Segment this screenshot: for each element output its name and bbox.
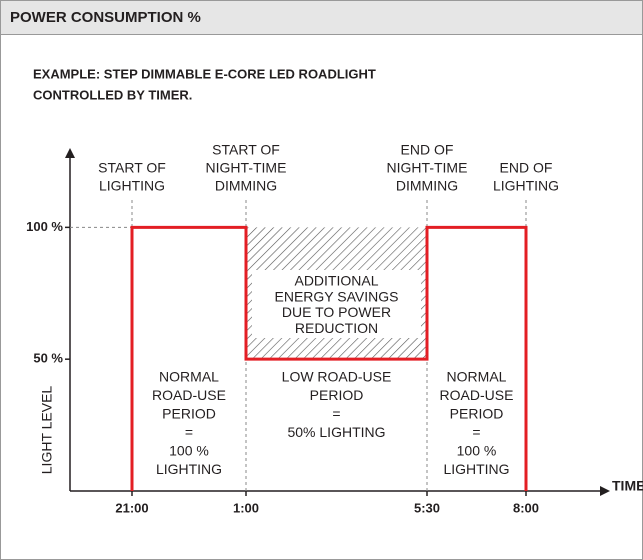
y-tick-label: 50 % [33,351,63,366]
period-label: PERIOD [450,406,504,422]
event-label: LIGHTING [99,178,165,194]
event-label: LIGHTING [493,178,559,194]
savings-label-bg [252,270,421,338]
event-label: NIGHT-TIME [206,160,287,176]
subtitle: EXAMPLE: STEP DIMMABLE E-CORE LED ROADLI… [33,66,376,81]
period-label: PERIOD [310,387,364,403]
period-label: 100 % [169,443,209,459]
period-label: NORMAL [447,369,507,385]
period-label: 50% LIGHTING [287,424,385,440]
period-label: ROAD-USE [440,387,514,403]
savings-label: REDUCTION [295,320,378,336]
x-tick-label: 21:00 [115,500,148,515]
y-tick-label: 100 % [26,219,63,234]
savings-label: ENERGY SAVINGS [275,288,399,304]
period-label: 100 % [457,443,497,459]
header: POWER CONSUMPTION % [10,9,201,26]
x-tick-label: 8:00 [513,500,539,515]
event-label: START OF [98,160,166,176]
event-label: NIGHT-TIME [387,160,468,176]
header-band [0,0,643,35]
event-label: END OF [401,142,454,158]
event-label: END OF [500,160,553,176]
period-label: ROAD-USE [152,387,226,403]
x-tick-label: 1:00 [233,500,259,515]
period-label: LOW ROAD-USE [282,369,392,385]
period-label: = [472,424,480,440]
subtitle: CONTROLLED BY TIMER. [33,87,192,102]
y-axis-label: LIGHT LEVEL [39,386,55,475]
event-label: DIMMING [215,178,277,194]
x-tick-label: 5:30 [414,500,440,515]
step-line [130,225,528,491]
event-label: START OF [212,142,280,158]
period-label: = [185,424,193,440]
period-label: LIGHTING [156,461,222,477]
event-label: DIMMING [396,178,458,194]
period-label: NORMAL [159,369,219,385]
x-axis-label: TIME [612,478,643,494]
period-label: PERIOD [162,406,216,422]
savings-label: ADDITIONAL [294,273,378,289]
savings-label: DUE TO POWER [282,304,391,320]
period-label: LIGHTING [443,461,509,477]
period-label: = [332,406,340,422]
